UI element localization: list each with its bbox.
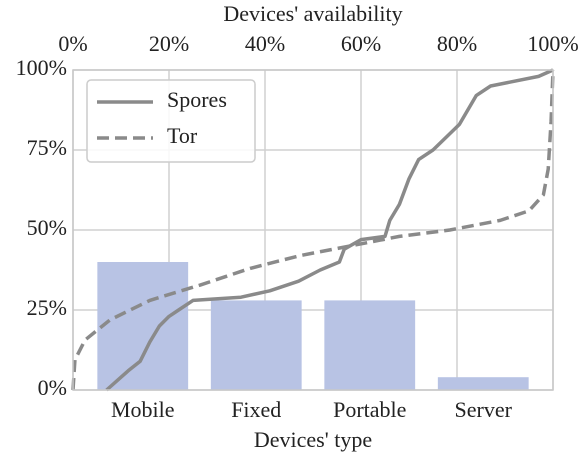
top-tick-label: 40%: [245, 31, 285, 56]
y-tick-label: 0%: [38, 375, 67, 400]
legend-label: Spores: [167, 87, 227, 112]
top-tick-label: 100%: [527, 31, 578, 56]
bar: [324, 300, 416, 390]
legend-label: Tor: [167, 123, 198, 148]
line: [71, 69, 555, 391]
top-tick-label: 80%: [437, 31, 477, 56]
x-tick-label: Server: [455, 397, 513, 422]
x-tick-label: Portable: [333, 397, 406, 422]
lines: [71, 68, 555, 392]
top-axis-label: Devices' availability: [223, 1, 402, 26]
y-tick-label: 100%: [16, 55, 67, 80]
legend: Spores Tor: [86, 79, 256, 163]
top-tick-label: 20%: [149, 31, 189, 56]
frame: [72, 69, 554, 391]
y-tick-label: 50%: [27, 215, 67, 240]
plot-frame: [72, 69, 554, 391]
x-axis-label: Devices' type: [254, 427, 372, 452]
top-tick-label: 0%: [58, 31, 87, 56]
bar: [437, 377, 529, 390]
y-tick-label: 25%: [27, 295, 67, 320]
line: [105, 68, 554, 392]
bar: [210, 300, 302, 390]
x-tick-label: Fixed: [231, 397, 281, 422]
top-tick-label: 60%: [341, 31, 381, 56]
y-tick-label: 75%: [27, 135, 67, 160]
bar: [97, 262, 189, 390]
bars: [97, 262, 529, 390]
x-tick-label: Mobile: [111, 397, 175, 422]
